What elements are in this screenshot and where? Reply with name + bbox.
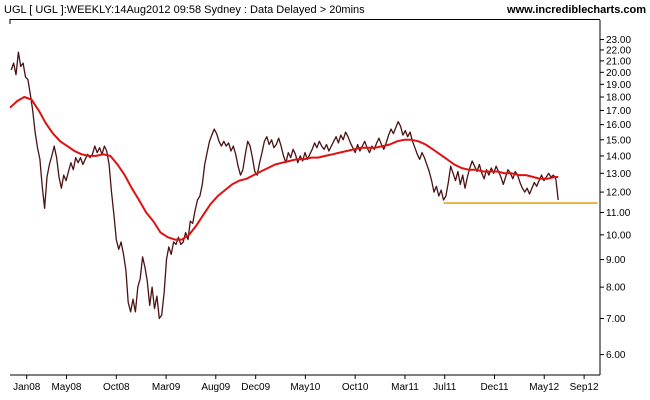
x-tick-label: Sep12	[570, 382, 599, 393]
y-tick-label: 11.00	[606, 208, 631, 219]
y-tick-label: 6.00	[606, 350, 626, 361]
y-tick-label: 8.00	[606, 283, 626, 294]
x-tick-label: May10	[290, 382, 320, 393]
y-tick-label: 9.00	[606, 255, 626, 266]
y-tick-label: 13.00	[606, 169, 631, 180]
y-tick-label: 17.00	[606, 106, 631, 117]
x-tick-label: May12	[529, 382, 559, 393]
y-tick-label: 21.00	[606, 56, 631, 67]
x-tick-label: Mar11	[391, 382, 419, 393]
y-axis: 6.00 7.00 8.00 9.00 10.00 11.00 12.00 13.00 14.0…	[599, 20, 631, 375]
top-border	[10, 19, 600, 20]
y-tick-label: 18.00	[606, 93, 631, 104]
y-tick-label: 7.00	[606, 314, 626, 325]
x-tick-label: Jan08	[13, 382, 41, 393]
x-tick-label: Dec09	[241, 382, 270, 393]
y-tick-label: 20.00	[606, 68, 631, 79]
x-tick-label: Aug09	[201, 382, 230, 393]
y-tick-label: 12.00	[606, 188, 631, 199]
moving-average-line	[9, 96, 559, 241]
x-tick-label: Oct08	[103, 382, 130, 393]
y-tick-label: 22.00	[606, 45, 631, 56]
y-tick-label: 23.00	[606, 35, 631, 46]
y-tick-label: 15.00	[606, 135, 631, 146]
x-tick-label: Oct10	[342, 382, 369, 393]
x-tick-label: May08	[51, 382, 81, 393]
x-axis: Jan08 May08 Oct08 Mar09 Aug09 Dec09 May10 Oct10…	[10, 374, 600, 393]
y-tick-label: 19.00	[606, 80, 631, 91]
y-tick-label: 14.00	[606, 151, 631, 162]
header-website: www.incrediblecharts.com	[506, 4, 646, 16]
plot-area	[9, 51, 598, 320]
y-tick-label: 10.00	[606, 230, 631, 241]
x-tick-label: Mar09	[152, 382, 181, 393]
y-tick-label: 16.00	[606, 120, 631, 131]
x-tick-label: Dec11	[480, 382, 509, 393]
chart-header-title: UGL [ UGL ]:WEEKLY:14Aug2012 09:58 Sydne…	[4, 4, 365, 16]
x-tick-label: Jul11	[433, 382, 457, 393]
price-line	[10, 51, 559, 320]
